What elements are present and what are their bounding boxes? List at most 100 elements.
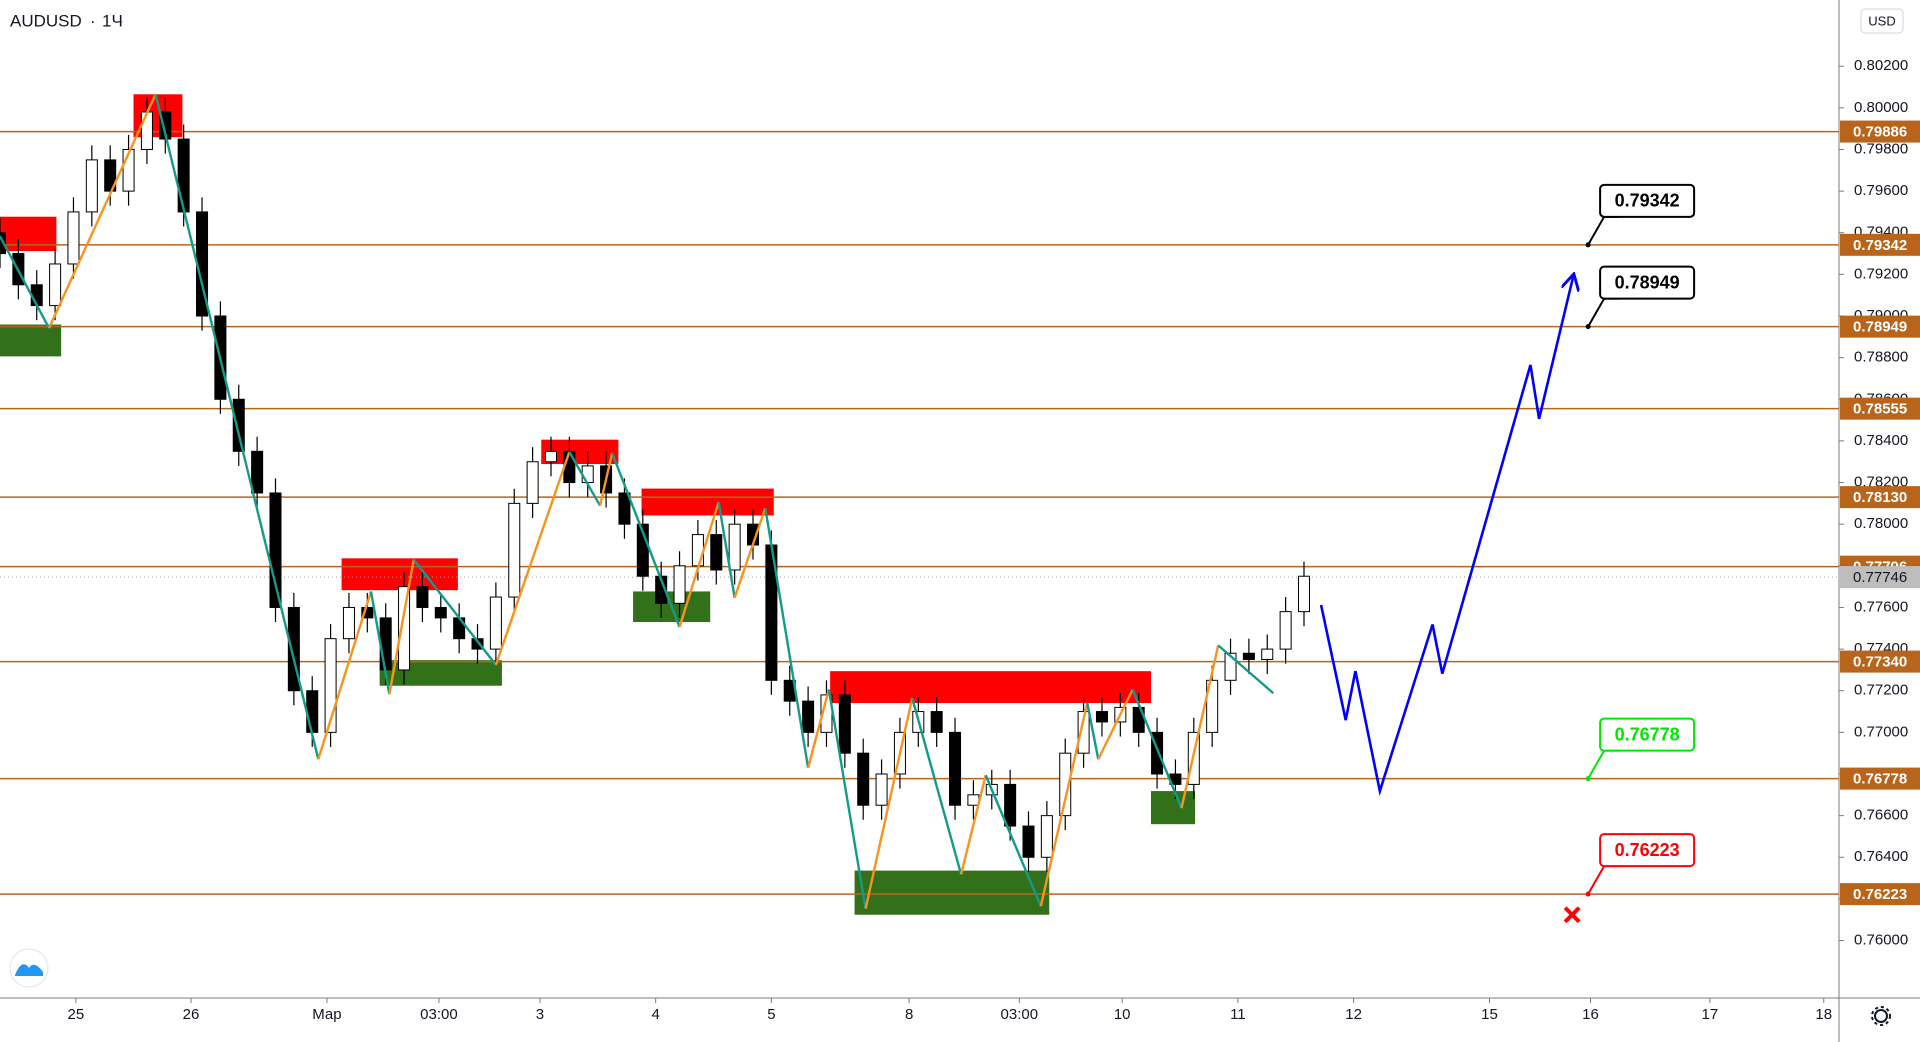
candle-body bbox=[67, 211, 80, 265]
candle-body bbox=[563, 450, 576, 484]
callout-box bbox=[1599, 717, 1696, 752]
level-badge bbox=[1840, 650, 1920, 673]
zone bbox=[854, 870, 1050, 915]
zigzag-segment bbox=[369, 591, 391, 695]
y-tick-label: 0.80000 bbox=[1854, 99, 1908, 116]
last-price-badge bbox=[1840, 566, 1920, 589]
candle-body bbox=[967, 794, 980, 806]
candle-body bbox=[379, 617, 392, 671]
zigzag-segment bbox=[1039, 702, 1089, 907]
x-tick-label: 10 bbox=[1114, 1006, 1131, 1023]
zone bbox=[830, 671, 1152, 704]
x-tick-label: 17 bbox=[1702, 1006, 1719, 1023]
candle-body bbox=[324, 638, 337, 733]
candle-body bbox=[544, 450, 557, 463]
zigzag-segment bbox=[1180, 645, 1220, 809]
y-tick-label: 0.76000 bbox=[1854, 932, 1908, 949]
y-tick-label: 0.79600 bbox=[1854, 182, 1908, 199]
candle-body bbox=[1261, 648, 1274, 661]
candle-body bbox=[1004, 783, 1017, 827]
logo[interactable] bbox=[9, 948, 49, 988]
y-tick-label: 0.79200 bbox=[1854, 265, 1908, 282]
candle-body bbox=[251, 450, 264, 494]
zone bbox=[379, 660, 502, 686]
callout-box bbox=[1599, 265, 1696, 300]
candle-body bbox=[875, 773, 888, 806]
y-tick-label: 0.76400 bbox=[1854, 848, 1908, 865]
logo-icon bbox=[15, 964, 43, 976]
candle-body bbox=[361, 606, 374, 619]
candle-body bbox=[287, 606, 300, 692]
level-badge bbox=[1840, 315, 1920, 338]
callout-label: 0.79342 bbox=[1615, 191, 1680, 211]
zigzag-segment bbox=[154, 94, 320, 760]
candle-body bbox=[508, 502, 521, 598]
callout-anchor bbox=[1585, 324, 1591, 330]
y-tick-label: 0.76600 bbox=[1854, 807, 1908, 824]
level-label: 0.76778 bbox=[1853, 771, 1907, 788]
candle-body bbox=[1242, 652, 1255, 661]
zigzag-segment bbox=[678, 501, 720, 628]
settings-icon[interactable] bbox=[1871, 1006, 1891, 1026]
level-label: 0.78555 bbox=[1853, 401, 1907, 418]
last-price-label: 0.77746 bbox=[1853, 569, 1907, 586]
x-tick-label: 03:00 bbox=[420, 1006, 458, 1023]
candle-body bbox=[140, 111, 153, 150]
zigzag-segment bbox=[717, 501, 736, 598]
candle-body bbox=[655, 575, 668, 604]
level-label: 0.79342 bbox=[1853, 237, 1907, 254]
x-tick-label: 15 bbox=[1481, 1006, 1498, 1023]
candle-body bbox=[838, 694, 851, 754]
candle-body bbox=[471, 638, 484, 650]
level-label: 0.77340 bbox=[1853, 654, 1907, 671]
callout-anchor bbox=[1585, 242, 1591, 248]
zigzag-segment bbox=[911, 697, 963, 875]
candle-body bbox=[1297, 575, 1311, 613]
candle-body bbox=[342, 606, 355, 640]
zigzag-segment bbox=[388, 559, 415, 695]
zigzag-segment bbox=[764, 507, 810, 768]
cross-marker bbox=[1563, 906, 1581, 924]
candle-body bbox=[30, 284, 43, 307]
candle-body bbox=[1095, 711, 1108, 723]
gear[interactable] bbox=[1874, 1009, 1888, 1023]
zigzag-segment bbox=[959, 774, 987, 875]
currency-box[interactable] bbox=[1860, 8, 1904, 34]
x-tick-label: 26 bbox=[183, 1006, 200, 1023]
y-tick-label: 0.77600 bbox=[1854, 598, 1908, 615]
x-tick-label: 8 bbox=[905, 1006, 913, 1023]
y-tick-label: 0.77000 bbox=[1854, 723, 1908, 740]
callout-label: 0.76223 bbox=[1615, 840, 1680, 860]
candle-body bbox=[636, 523, 649, 577]
candle-body bbox=[710, 534, 723, 571]
candle-body bbox=[1224, 652, 1237, 681]
candle-body bbox=[49, 263, 62, 307]
candle-body bbox=[1059, 752, 1072, 817]
zone bbox=[1151, 791, 1196, 825]
candle-body bbox=[1151, 731, 1164, 775]
callout-anchor bbox=[1585, 891, 1591, 897]
candle-body bbox=[526, 461, 539, 504]
y-tick-label: 0.78800 bbox=[1854, 349, 1908, 366]
level-badge bbox=[1840, 767, 1920, 790]
level-label: 0.78130 bbox=[1853, 489, 1907, 506]
y-tick-label: 0.78000 bbox=[1854, 515, 1908, 532]
level-label: 0.79886 bbox=[1853, 124, 1907, 141]
y-tick-label: 0.80200 bbox=[1854, 57, 1908, 74]
currency: USD bbox=[1868, 13, 1895, 28]
level-badge bbox=[1840, 233, 1920, 256]
x-tick-label: 5 bbox=[767, 1006, 775, 1023]
candle-body bbox=[1279, 611, 1292, 650]
candle-body bbox=[306, 690, 319, 733]
separator: · bbox=[90, 11, 96, 30]
callout-box bbox=[1599, 183, 1696, 218]
candle-body bbox=[802, 700, 815, 733]
zigzag-segment bbox=[733, 507, 767, 599]
zone bbox=[0, 324, 62, 357]
projection-path bbox=[1319, 276, 1573, 797]
candle-body bbox=[949, 731, 962, 806]
interval: 1Ч bbox=[102, 11, 123, 30]
candle-body bbox=[930, 711, 943, 733]
candle-body bbox=[857, 752, 870, 806]
callout-label: 0.78949 bbox=[1615, 272, 1680, 292]
